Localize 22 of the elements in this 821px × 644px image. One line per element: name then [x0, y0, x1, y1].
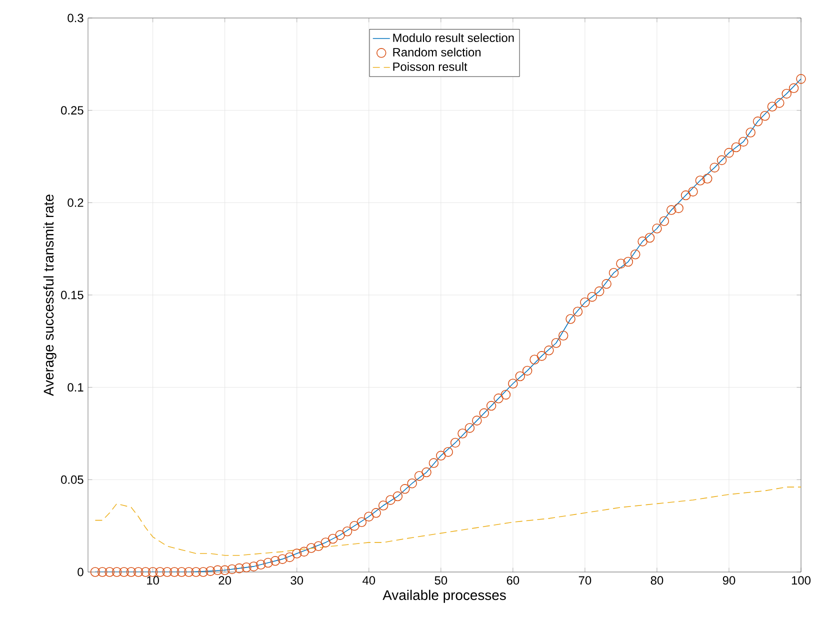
- y-tick-label: 0.25: [61, 106, 84, 115]
- x-tick-label: 20: [218, 576, 232, 585]
- legend-label: Random selction: [393, 48, 481, 56]
- x-tick-label: 30: [290, 576, 304, 585]
- x-tick-label: 50: [434, 576, 448, 585]
- x-tick-label: 100: [792, 576, 811, 585]
- y-tick-label: 0.3: [68, 14, 84, 22]
- x-axis-title: Available processes: [382, 590, 506, 603]
- y-tick-label: 0: [78, 568, 84, 576]
- y-axis-title: Average successful transmit rate: [43, 194, 56, 396]
- legend-label: Modulo result selection: [393, 33, 514, 42]
- x-tick-label: 60: [506, 576, 520, 585]
- y-tick-label: 0.1: [68, 383, 84, 392]
- y-tick-label: 0.15: [61, 290, 84, 300]
- x-tick-label: 40: [362, 576, 376, 585]
- x-tick-label: 10: [147, 576, 160, 585]
- y-tick-label: 0.2: [68, 198, 84, 207]
- x-tick-label: 70: [578, 576, 592, 585]
- legend-label: Poisson result: [393, 62, 468, 71]
- y-tick-label: 0.05: [61, 475, 84, 484]
- x-tick-label: 90: [722, 576, 736, 585]
- x-tick-label: 80: [650, 576, 664, 585]
